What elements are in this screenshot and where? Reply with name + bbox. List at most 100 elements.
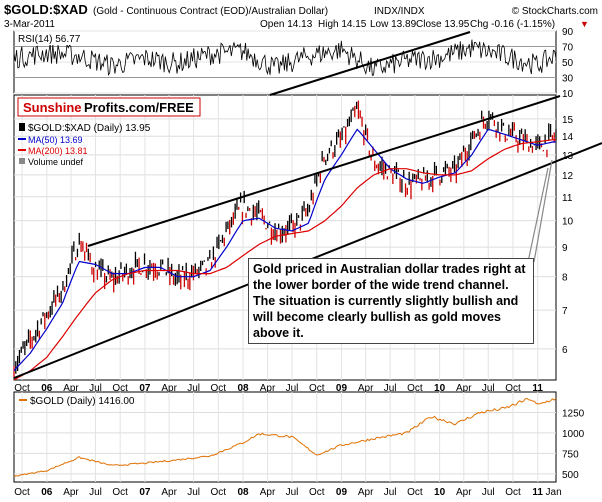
upper-channel-line-segment — [269, 31, 471, 96]
x-tick-label: Apr — [358, 383, 374, 394]
gold-label: $GOLD (Daily) 1416.00 — [30, 396, 135, 407]
main-series-group — [13, 100, 557, 381]
rsi-tick-label: 50 — [562, 58, 574, 69]
x-tick-label: Apr — [63, 487, 79, 498]
gold-tick-labels: 1250 1000 750 500 — [562, 408, 585, 480]
rsi-line — [13, 39, 557, 76]
chart-date: 3-Mar-2011 — [4, 19, 55, 30]
rsi-tick-labels: 90 70 50 30 10 — [562, 27, 574, 100]
x-tick-label: Apr — [63, 383, 79, 394]
x-tick-label: 10 — [434, 383, 446, 394]
x-tick-label: Oct — [505, 383, 521, 394]
x-tick-label: Oct — [112, 487, 128, 498]
gold-panel-frame — [13, 391, 557, 483]
x-axis-gold: Oct 06 Apr Jul Oct 07 Apr Jul Oct 08 Apr Jul Oct 09 Ap… — [14, 487, 561, 498]
gold-tick-label: 750 — [562, 449, 579, 460]
legend-ma50: MA(50) 13.69 — [28, 135, 83, 145]
change-down-icon: ▼ — [580, 19, 589, 29]
x-tick-label: Apr — [161, 487, 177, 498]
high-value: High 14.15 — [318, 19, 367, 30]
main-tick-label: 6 — [562, 345, 568, 356]
x-tick-label: 06 — [41, 383, 53, 394]
upper-channel-line — [87, 95, 561, 247]
rsi-label: RSI(14) 56.77 — [18, 34, 81, 45]
x-tick-label: 11 — [532, 487, 543, 498]
rsi-label-bg — [16, 33, 96, 45]
legend-volume: Volume undef — [28, 157, 84, 167]
x-tick-label: Oct — [14, 487, 30, 498]
watermark-box — [17, 97, 201, 117]
main-tick-label: 15 — [562, 115, 574, 126]
x-tick-label: 09 — [336, 383, 348, 394]
x-tick-label: Jul — [286, 487, 299, 498]
watermark-site: Profits.com/FREE — [84, 100, 194, 115]
x-tick-label: Apr — [260, 383, 276, 394]
x-tick-label: 07 — [139, 383, 151, 394]
chart-description: (Gold - Continuous Contract (EOD)/Austra… — [93, 6, 328, 17]
rsi-tick-label: 30 — [562, 74, 574, 85]
watermark-sunshine: Sunshine — [23, 100, 82, 115]
main-tick-label: 7 — [562, 306, 568, 317]
legend-swatch-price — [19, 123, 25, 131]
stockcharts-brand: © StockCharts.com — [512, 6, 598, 17]
x-tick-label: Oct — [211, 487, 227, 498]
change-value: Chg -0.16 (-1.15%) — [470, 19, 555, 30]
x-tick-label: Oct — [309, 383, 325, 394]
x-tick-label: 08 — [237, 487, 249, 498]
annotation-note: Gold priced in Australian dollar trades … — [248, 258, 534, 344]
x-tick-label: Apr — [456, 487, 472, 498]
x-tick-label: Jul — [482, 383, 495, 394]
x-tick-label: 08 — [237, 383, 249, 394]
main-tick-labels: 1514131211109876 — [562, 115, 574, 356]
x-tick-label: Jul — [89, 383, 102, 394]
x-tick-label: Oct — [112, 383, 128, 394]
rsi-line-group — [13, 39, 557, 76]
x-tick-label: Oct — [505, 487, 521, 498]
ma50-line — [13, 128, 556, 372]
annotation-arrow — [533, 159, 553, 263]
rsi-grid — [14, 30, 556, 94]
x-tick-label: Apr — [260, 487, 276, 498]
x-tick-label: Jul — [187, 487, 200, 498]
x-tick-label: Apr — [358, 487, 374, 498]
main-legend: $GOLD:$XAD (Daily) 13.95 MA(50) 13.69 MA… — [18, 123, 151, 167]
main-tick-label: 11 — [562, 193, 573, 204]
main-grid — [14, 95, 556, 380]
main-tick-label: 12 — [562, 171, 574, 182]
x-tick-label: Jul — [89, 487, 102, 498]
x-tick-label: Jul — [286, 383, 299, 394]
main-tick-label: 10 — [562, 217, 574, 228]
x-tick-label: 11 — [532, 383, 543, 394]
gold-tick-label: 1250 — [562, 408, 585, 419]
x-tick-label: Jul — [384, 383, 397, 394]
rsi-tick-label: 90 — [562, 27, 574, 38]
chart-exchange: INDX/INDX — [374, 6, 425, 17]
x-tick-label: Oct — [407, 383, 423, 394]
legend-swatch-volume — [19, 158, 25, 164]
open-value: Open 14.13 — [260, 19, 313, 30]
x-tick-label: Jul — [482, 487, 495, 498]
legend-ma200: MA(200) 13.81 — [28, 146, 88, 156]
x-tick-label: Oct — [407, 487, 423, 498]
gold-tick-label: 1000 — [562, 429, 585, 440]
rsi-tick-label: 70 — [562, 43, 574, 54]
x-tick-label: 07 — [139, 487, 151, 498]
x-tick-label: Oct — [211, 383, 227, 394]
gold-grid — [14, 392, 556, 482]
rsi-tick-label: 10 — [562, 89, 574, 100]
x-tick-label: Apr — [456, 383, 472, 394]
low-value: Low 13.89 — [370, 19, 417, 30]
x-tick-label: Jan — [546, 487, 562, 498]
x-tick-label: Jul — [187, 383, 200, 394]
x-tick-label: Jul — [384, 487, 397, 498]
annotation-arrow-2 — [527, 167, 549, 263]
x-tick-label: 10 — [434, 487, 446, 498]
x-tick-label: Oct — [309, 487, 325, 498]
x-tick-label: 09 — [336, 487, 348, 498]
main-tick-label: 9 — [562, 243, 568, 254]
x-tick-label: Oct — [14, 383, 30, 394]
x-tick-label: Apr — [161, 383, 177, 394]
gold-series-group — [13, 397, 557, 478]
x-tick-label: 06 — [41, 487, 53, 498]
